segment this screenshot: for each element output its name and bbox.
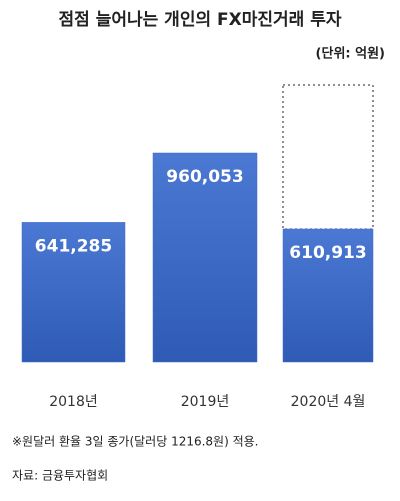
chart-title: 점점 늘어나는 개인의 FX마진거래 투자: [59, 10, 342, 30]
value-label: 641,285: [35, 236, 112, 256]
x-tick-label: 2018년: [49, 394, 98, 410]
footnote: ※원달러 환율 3일 종가(달러당 1216.8원) 적용.: [12, 435, 259, 449]
value-label: 610,913: [289, 243, 366, 263]
bar: [282, 228, 374, 363]
x-tick-label: 2019년: [181, 394, 230, 410]
bar: [152, 152, 258, 363]
bar: [21, 222, 126, 363]
value-label: 960,053: [166, 167, 243, 187]
source: 자료: 금융투자협회: [12, 469, 108, 483]
unit-label: (단위: 억원): [316, 46, 385, 62]
dotted-outline: [282, 84, 374, 230]
x-tick-label: 2020년 4월: [291, 394, 366, 410]
